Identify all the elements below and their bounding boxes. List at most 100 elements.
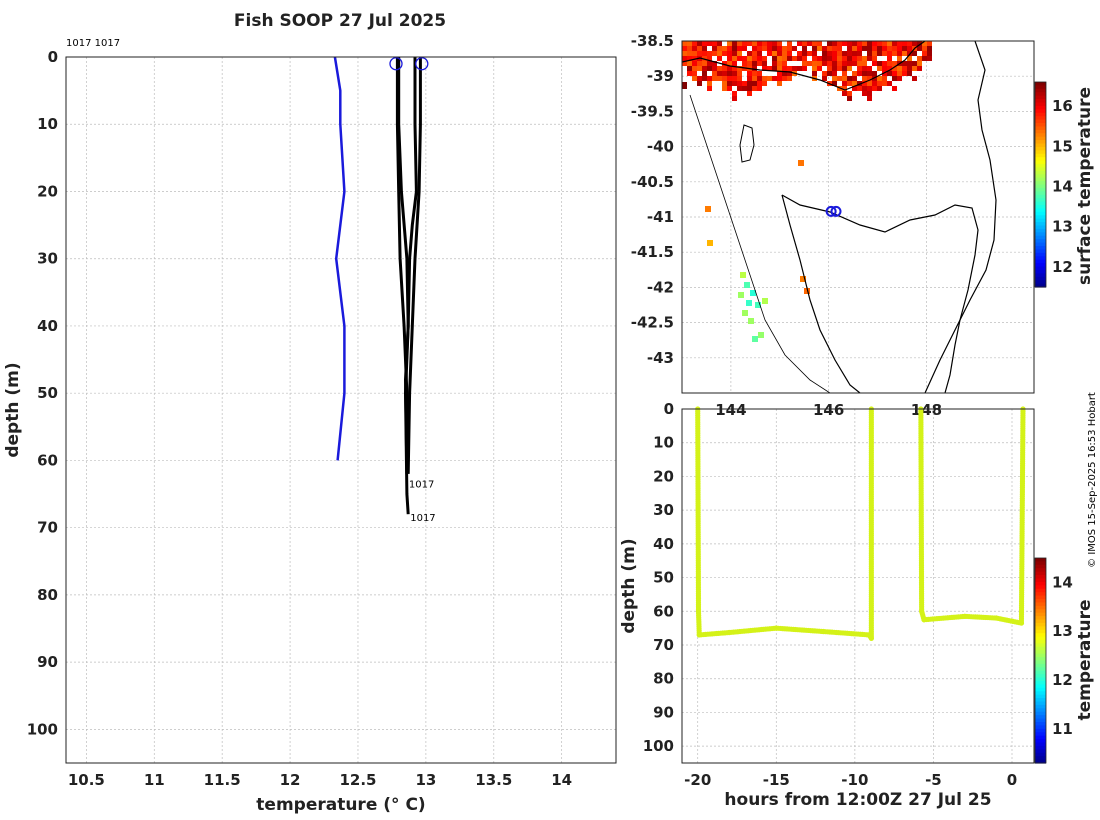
sst-pixel [762,41,767,46]
section-x-axis-label: hours from 12:00Z 27 Jul 25 [724,790,991,810]
sst-pixel [917,56,922,61]
sst-pixel [882,76,887,81]
sst-pixel [812,51,817,56]
colorbar-segment [1035,263,1046,268]
sst-pixel [692,66,697,71]
colorbar-segment [1035,259,1046,264]
profile-plot-frame [65,56,617,764]
profile-start-marker [389,57,403,71]
sst-pixel [867,66,872,71]
profile-end-label: 1017 [409,479,434,490]
sst-pixel [887,41,892,46]
sst-pixel [787,66,792,71]
sst-pixel [804,288,810,294]
colorbar-segment [1035,602,1046,607]
colorbar-segment [1035,619,1046,624]
colorbar-segment [1035,102,1046,107]
colorbar-segment [1035,252,1046,257]
sst-pixel [842,56,847,61]
sst-pixel [782,56,787,61]
sst-pixel [717,56,722,61]
colorbar-segment [1035,184,1046,189]
sst-pixel [750,290,756,296]
sst-pixel [762,298,768,304]
sst-pixel [747,91,752,96]
sst-pixel [877,81,882,86]
sst-pixel [692,56,697,61]
sst-pixel [702,61,707,66]
sst-pixel [927,51,932,56]
sst-pixel [737,41,742,46]
colorbar-segment [1035,246,1046,251]
profile-y-tick-label: 80 [37,586,58,604]
section-x-tick-label: -15 [763,771,790,789]
colorbar-segment [1035,667,1046,672]
colorbar-segment [1035,612,1046,617]
section-y-tick-label: 0 [664,400,674,418]
colorbar-segment [1035,756,1046,761]
sst-pixel [867,41,872,46]
sst-pixel [812,46,817,51]
colorbar-segment [1035,276,1046,281]
sst-pixel [732,66,737,71]
sst-pixel [812,41,817,46]
sst-pixel [917,61,922,66]
profile-x-tick-label: 13.5 [475,771,512,789]
colorbar-segment [1035,218,1046,223]
sst-pixel [762,76,767,81]
sst-pixel [872,41,877,46]
sst-pixel [817,56,822,61]
colorbar-segment [1035,187,1046,192]
sst-pixel [752,41,757,46]
colorbar-segment [1035,701,1046,706]
sst-pixel [882,61,887,66]
temperature-colorbar-label: temperature [1075,599,1095,720]
sst-pixel [742,41,747,46]
colorbar-segment [1035,745,1046,750]
sst-pixel [862,66,867,71]
colorbar-segment [1035,575,1046,580]
sst-pixel [832,61,837,66]
sst-pixel [702,41,707,46]
sst-pixel [852,76,857,81]
sst-pixel [712,71,717,76]
colorbar-segment [1035,698,1046,703]
sst-pixel [852,51,857,56]
sst-pixel [887,46,892,51]
colorbar-segment [1035,208,1046,213]
colorbar-segment [1035,722,1046,727]
sst-pixel [747,51,752,56]
sst-pixel [837,46,842,51]
sst-pixel [702,46,707,51]
colorbar-segment [1035,752,1046,757]
map-lat-tick-label: -38.5 [631,32,674,50]
sst-pixel [802,56,807,61]
sst-map-panel: -38.5 -39 -39.5 -40 -40.5 -41 -41.5 -42 -42.5 -43… [631,32,1095,419]
sst-pixel [717,71,722,76]
sst-pixel [832,66,837,71]
colorbar-segment [1035,581,1046,586]
sst-pixel [797,51,802,56]
sst-pixel [927,56,932,61]
profile-start-marker [415,57,429,71]
sst-pixel [837,56,842,61]
sst-pixel [707,51,712,56]
sst-pixel [817,41,822,46]
sst-pixel [692,71,697,76]
colorbar-segment [1035,595,1046,600]
sst-pixel [892,76,897,81]
profile-x-tick-label: 13 [415,771,436,789]
sst-pixel [692,51,697,56]
sst-pixel [922,56,927,61]
colorbar-frame [1034,557,1047,764]
sst-pixel [782,71,787,76]
sst-pixel [752,336,758,342]
colorbar-segment [1035,140,1046,145]
sst-pixel [742,86,747,91]
sst-pixel [737,81,742,86]
sst-pixel [757,56,762,61]
sst-pixel [902,46,907,51]
sst-pixel [842,76,847,81]
sst-pixel [707,81,712,86]
chart-title: Fish SOOP 27 Jul 2025 [234,11,446,31]
